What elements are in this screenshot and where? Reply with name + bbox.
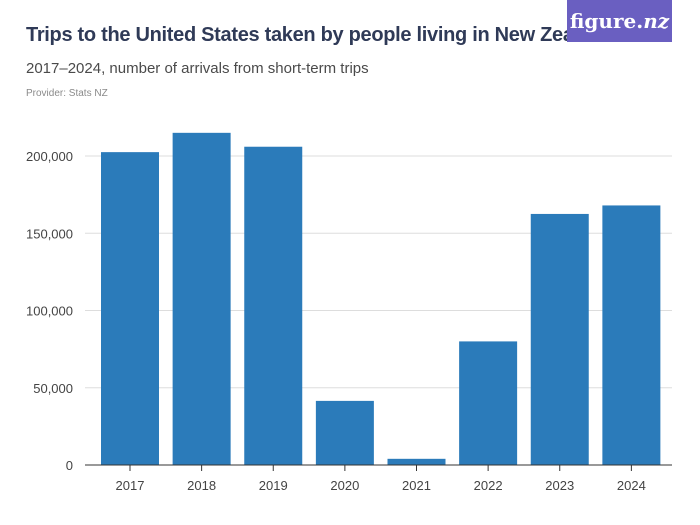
- bar: [172, 132, 231, 465]
- x-tick-label: 2018: [187, 478, 216, 493]
- x-tick-label: 2019: [259, 478, 288, 493]
- y-tick-label: 50,000: [33, 381, 73, 396]
- chart-title: Trips to the United States taken by peop…: [26, 24, 614, 46]
- bar: [459, 341, 518, 465]
- y-tick-label: 150,000: [26, 226, 73, 241]
- bar: [530, 213, 589, 465]
- bar: [315, 400, 374, 465]
- x-tick-label: 2024: [617, 478, 646, 493]
- y-tick-label: 0: [66, 458, 73, 473]
- x-tick-label: 2017: [116, 478, 145, 493]
- logo-text: figure.: [569, 9, 644, 33]
- figure-nz-logo[interactable]: figure. nz: [567, 0, 672, 42]
- chart-subtitle: 2017–2024, number of arrivals from short…: [26, 60, 369, 77]
- x-tick-label: 2020: [330, 478, 359, 493]
- bar: [101, 152, 159, 465]
- x-tick-label: 2023: [545, 478, 574, 493]
- x-tick-label: 2021: [402, 478, 431, 493]
- bar: [244, 146, 303, 466]
- x-tick-label: 2022: [474, 478, 503, 493]
- y-tick-label: 100,000: [26, 304, 73, 319]
- bar: [387, 458, 446, 465]
- provider-label: Provider: Stats NZ: [26, 88, 108, 99]
- logo-text-nz: nz: [643, 9, 670, 33]
- y-tick-label: 200,000: [26, 149, 73, 164]
- bar: [602, 205, 661, 465]
